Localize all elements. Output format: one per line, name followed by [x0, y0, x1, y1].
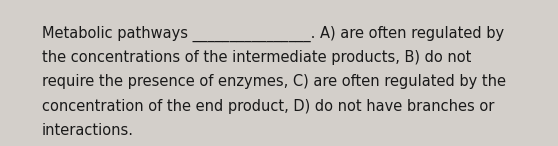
Text: Metabolic pathways ________________. A) are often regulated by: Metabolic pathways ________________. A) … — [42, 26, 504, 42]
Text: the concentrations of the intermediate products, B) do not: the concentrations of the intermediate p… — [42, 50, 471, 65]
Text: require the presence of enzymes, C) are often regulated by the: require the presence of enzymes, C) are … — [42, 74, 506, 89]
Text: concentration of the end product, D) do not have branches or: concentration of the end product, D) do … — [42, 99, 494, 114]
Text: interactions.: interactions. — [42, 123, 134, 138]
